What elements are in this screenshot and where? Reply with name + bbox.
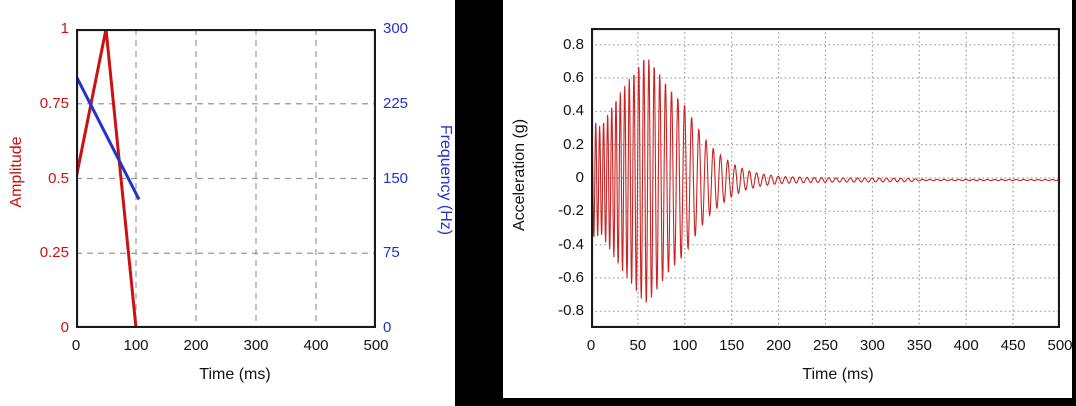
right-y-tick-label: 300 xyxy=(383,20,409,37)
left-y-tick-label: 0.75 xyxy=(39,94,69,112)
right-chart-x-tick-label: 250 xyxy=(812,337,839,354)
left-y-tick-label: 0.25 xyxy=(39,244,69,262)
right-chart-x-tick-label: 350 xyxy=(906,337,932,354)
amplitude-envelope-line xyxy=(76,29,138,328)
right-y-tick-label: 0 xyxy=(383,319,392,336)
left-y-tick-label: 0.5 xyxy=(48,169,69,187)
right-y-tick-label: 225 xyxy=(383,94,409,112)
acceleration-y-tick-label: -0.8 xyxy=(558,302,584,320)
background-strip-middle xyxy=(455,0,503,406)
left-chart-right-y-axis-title: Frequency (Hz) xyxy=(437,124,454,236)
plot-frame xyxy=(591,28,1060,328)
left-chart-x-tick-label: 500 xyxy=(363,337,389,354)
right-chart-x-tick-label: 150 xyxy=(719,337,745,354)
right-chart-x-tick-label: 450 xyxy=(1000,337,1026,354)
acceleration-y-tick-label: 0.6 xyxy=(563,69,584,86)
acceleration-y-tick-label: -0.6 xyxy=(558,269,584,286)
acceleration-y-tick-label: 0.4 xyxy=(563,102,584,120)
plot-frame xyxy=(76,29,376,328)
right-chart-x-tick-label: 200 xyxy=(766,337,792,354)
acceleration-plot-area xyxy=(591,28,1060,328)
right-chart-x-tick-label: 400 xyxy=(953,337,979,354)
acceleration-y-tick-label: -0.4 xyxy=(558,235,584,253)
background-strip-right-edge xyxy=(1072,0,1076,406)
background-bar-bottom xyxy=(455,398,1076,406)
right-chart-x-tick-label: 500 xyxy=(1047,337,1073,354)
left-y-tick-label: 1 xyxy=(60,20,69,37)
acceleration-y-tick-label: 0 xyxy=(575,169,584,186)
right-chart-x-tick-label: 100 xyxy=(672,337,698,354)
left-chart-x-tick-label: 300 xyxy=(243,337,269,354)
acceleration-y-tick-label: -0.2 xyxy=(558,202,584,220)
acceleration-waveform xyxy=(591,59,1060,303)
acceleration-y-tick-label: 0.2 xyxy=(563,135,584,153)
left-x-axis-title: Time (ms) xyxy=(199,366,271,383)
right-y-tick-label: 75 xyxy=(383,244,400,262)
left-y-tick-label: 0 xyxy=(60,319,69,336)
right-y-tick-label: 150 xyxy=(383,169,409,187)
right-chart-x-tick-label: 300 xyxy=(859,337,885,354)
frequency-sweep-line xyxy=(76,75,141,201)
left-chart-x-tick-label: 400 xyxy=(303,337,329,354)
left-chart-x-tick-label: 0 xyxy=(71,337,81,354)
left-chart-x-tick-label: 200 xyxy=(183,337,209,354)
right-chart-x-tick-label: 0 xyxy=(586,337,596,354)
right-chart-x-tick-label: 50 xyxy=(629,337,647,354)
acceleration-y-tick-label: 0.8 xyxy=(563,35,584,53)
amplitude-frequency-plot-area xyxy=(76,29,376,328)
left-chart-x-tick-label: 100 xyxy=(123,337,149,354)
right-x-axis-title: Time (ms) xyxy=(802,366,874,383)
